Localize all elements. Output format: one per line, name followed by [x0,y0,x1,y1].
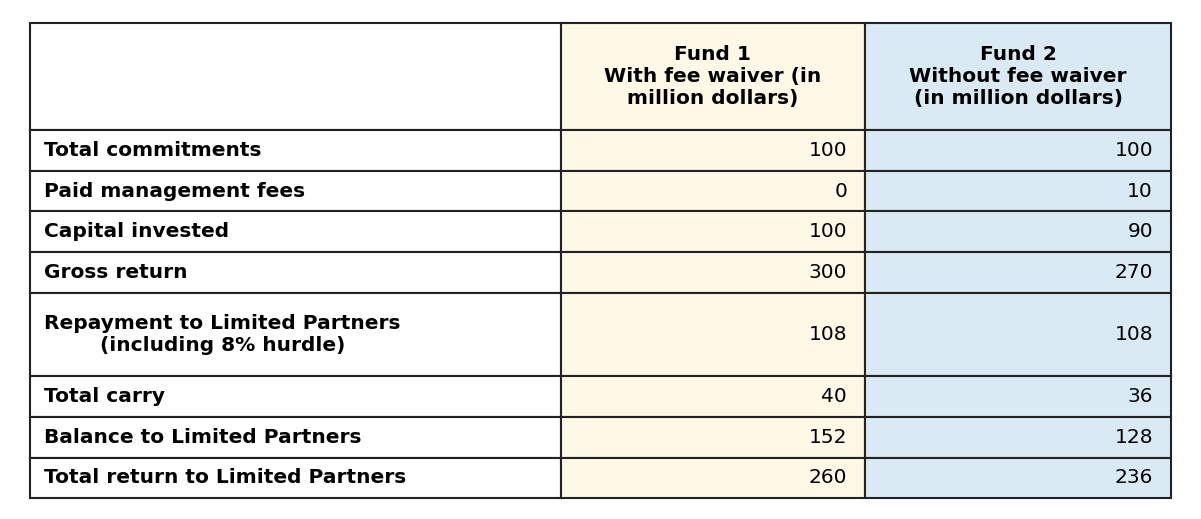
Bar [30,23,561,130]
Bar [30,376,561,417]
Text: 10: 10 [1128,182,1153,200]
Bar [865,171,1171,211]
Text: Fund 1
With fee waiver (in
million dollars): Fund 1 With fee waiver (in million dolla… [604,45,821,108]
Bar [865,417,1171,458]
Bar [561,130,865,171]
Text: Fund 2
Without fee waiver
(in million dollars): Fund 2 Without fee waiver (in million do… [909,45,1127,108]
Bar [30,130,561,171]
Text: 90: 90 [1128,222,1153,241]
Text: 100: 100 [808,141,847,160]
Bar [865,252,1171,293]
Text: 152: 152 [808,428,847,447]
Text: 108: 108 [1115,325,1153,344]
Text: 236: 236 [1115,468,1153,487]
Text: Gross return: Gross return [44,263,187,282]
Bar [865,376,1171,417]
Bar [561,171,865,211]
Text: 300: 300 [808,263,847,282]
Bar [865,211,1171,252]
Text: 128: 128 [1115,428,1153,447]
Text: 100: 100 [1115,141,1153,160]
Bar [30,417,561,458]
Bar [865,458,1171,498]
Bar [561,252,865,293]
Text: 40: 40 [821,387,847,406]
Text: 0: 0 [835,182,847,200]
Text: 108: 108 [808,325,847,344]
Text: Total carry: Total carry [44,387,166,406]
Bar [30,171,561,211]
Bar [561,211,865,252]
Text: Paid management fees: Paid management fees [44,182,305,200]
Bar [561,458,865,498]
Text: Repayment to Limited Partners
(including 8% hurdle): Repayment to Limited Partners (including… [44,314,401,355]
Bar [30,458,561,498]
Bar [865,293,1171,376]
Bar [865,130,1171,171]
Text: Total commitments: Total commitments [44,141,262,160]
Text: 260: 260 [808,468,847,487]
Text: Total return to Limited Partners: Total return to Limited Partners [44,468,407,487]
Bar [30,252,561,293]
Bar [30,211,561,252]
Bar [561,293,865,376]
Bar [30,293,561,376]
Text: Capital invested: Capital invested [44,222,229,241]
Bar [865,23,1171,130]
Bar [561,376,865,417]
Text: 36: 36 [1128,387,1153,406]
Text: 100: 100 [808,222,847,241]
Bar [561,417,865,458]
Text: Balance to Limited Partners: Balance to Limited Partners [44,428,362,447]
Bar [561,23,865,130]
Text: 270: 270 [1115,263,1153,282]
